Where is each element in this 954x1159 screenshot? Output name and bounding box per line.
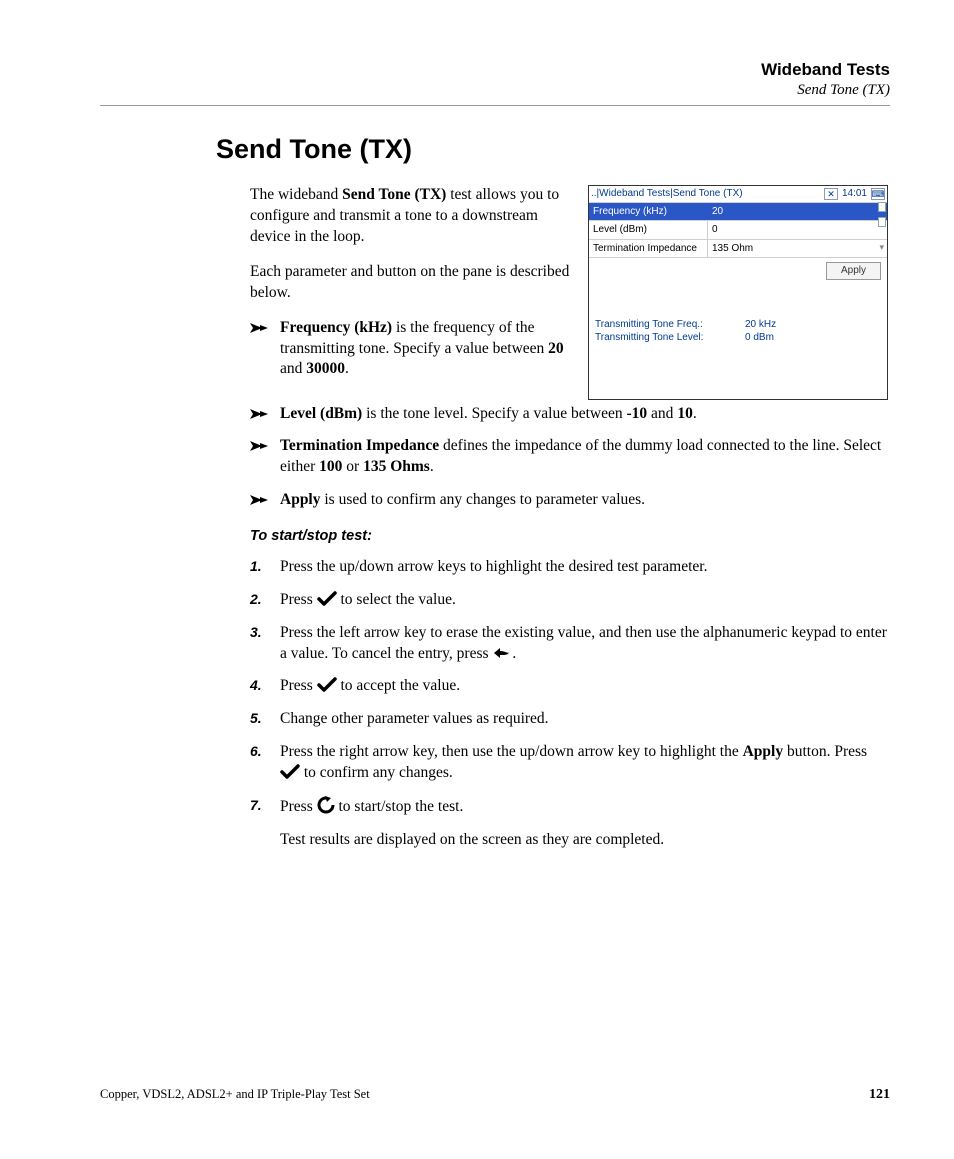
ss-row-level[interactable]: Level (dBm) 0: [589, 220, 887, 239]
header-rule: [100, 105, 890, 106]
tools-icon[interactable]: ✕: [824, 188, 838, 200]
footer-product: Copper, VDSL2, ADSL2+ and IP Triple-Play…: [100, 1087, 370, 1103]
step6-mid: button. Press: [783, 743, 867, 760]
bullet2-v2: 10: [677, 405, 693, 422]
bullet3-v1: 100: [319, 458, 342, 475]
step-4: Press to accept the value.: [280, 676, 888, 697]
scroll-indicator-icon: [878, 217, 886, 227]
ss-result-freq: Transmitting Tone Freq.: 20 kHz: [595, 318, 881, 332]
checkmark-icon: [317, 591, 337, 607]
bullet2-and: and: [647, 405, 677, 422]
ss-result-freq-v: 20 kHz: [745, 318, 776, 332]
step-number: 7.: [250, 796, 280, 815]
step-number: 5.: [250, 709, 280, 728]
step7-pre: Press: [280, 798, 317, 815]
ss-imp-value[interactable]: 135 Ohm: [707, 240, 887, 258]
ss-freq-label: Frequency (kHz): [589, 203, 707, 221]
bullet3-term: Termination Impedance: [280, 437, 439, 454]
ss-level-value[interactable]: 0: [707, 221, 887, 239]
bullet2-term: Level (dBm): [280, 405, 362, 422]
step4-pre: Press: [280, 677, 317, 694]
intro-p1-bold: Send Tone (TX): [342, 186, 446, 203]
ss-time: 14:01: [842, 187, 867, 201]
step3-post: .: [512, 645, 516, 662]
intro-p1-pre: The wideband: [250, 186, 342, 203]
arrow-bullet-icon: [250, 404, 280, 420]
step-1: Press the up/down arrow keys to highligh…: [280, 557, 888, 578]
bullet1-v1: 20: [548, 340, 564, 357]
ss-result-freq-k: Transmitting Tone Freq.:: [595, 318, 745, 332]
ss-breadcrumb: ..|Wideband Tests|Send Tone (TX): [591, 187, 820, 201]
bullet1-v2: 30000: [306, 360, 345, 377]
step-number: 3.: [250, 623, 280, 642]
ss-level-label: Level (dBm): [589, 221, 707, 239]
step-tail: Test results are displayed on the screen…: [280, 830, 888, 851]
step3-pre: Press the left arrow key to erase the ex…: [280, 624, 887, 662]
step-3: Press the left arrow key to erase the ex…: [280, 623, 888, 665]
step6-bold: Apply: [743, 743, 784, 760]
step6-post: to confirm any changes.: [300, 764, 453, 781]
page-number: 121: [869, 1087, 890, 1103]
device-screenshot: ..|Wideband Tests|Send Tone (TX) ✕ 14:01…: [588, 185, 888, 400]
step4-post: to accept the value.: [337, 677, 461, 694]
section-title: Send Tone (TX): [216, 134, 890, 165]
bullet3-or: or: [342, 458, 363, 475]
back-arrow-icon: [492, 645, 512, 661]
bullet-level: Level (dBm) is the tone level. Specify a…: [280, 404, 888, 425]
step-5: Change other parameter values as require…: [280, 709, 888, 730]
bullet3-v2: 135 Ohms: [363, 458, 430, 475]
bullet2-v1: -10: [627, 405, 648, 422]
bullet4-rest: is used to confirm any changes to parame…: [321, 491, 646, 508]
ss-imp-label: Termination Impedance: [589, 240, 707, 258]
arrow-bullet-icon: [250, 318, 280, 334]
scroll-indicator-icon: [878, 202, 886, 212]
bullet4-term: Apply: [280, 491, 321, 508]
step-2: Press to select the value.: [280, 590, 888, 611]
ss-result-level: Transmitting Tone Level: 0 dBm: [595, 331, 881, 345]
step7-post: to start/stop the test.: [335, 798, 464, 815]
step-number: 6.: [250, 742, 280, 761]
bullet-impedance: Termination Impedance defines the impeda…: [280, 436, 888, 478]
step-number: 2.: [250, 590, 280, 609]
step-7: Press to start/stop the test.: [280, 796, 888, 818]
step2-pre: Press: [280, 591, 317, 608]
intro-p2: Each parameter and button on the pane is…: [250, 262, 574, 304]
header-title: Wideband Tests: [100, 60, 890, 80]
bullet2-mid: is the tone level. Specify a value betwe…: [362, 405, 626, 422]
keyboard-icon[interactable]: ⌨: [871, 188, 885, 200]
intro-p1: The wideband Send Tone (TX) test allows …: [250, 185, 574, 248]
header-subtitle: Send Tone (TX): [100, 82, 890, 99]
step-number: 4.: [250, 676, 280, 695]
procedure-heading: To start/stop test:: [250, 527, 888, 547]
arrow-bullet-icon: [250, 436, 280, 452]
ss-row-frequency[interactable]: Frequency (kHz) 20: [589, 202, 887, 221]
bullet-apply: Apply is used to confirm any changes to …: [280, 490, 888, 511]
ss-result-level-v: 0 dBm: [745, 331, 774, 345]
checkmark-icon: [317, 677, 337, 693]
ss-result-level-k: Transmitting Tone Level:: [595, 331, 745, 345]
step6-pre: Press the right arrow key, then use the …: [280, 743, 743, 760]
step-number: 1.: [250, 557, 280, 576]
step2-post: to select the value.: [337, 591, 456, 608]
ss-freq-value[interactable]: 20: [707, 203, 887, 221]
bullet1-and: and: [280, 360, 306, 377]
arrow-bullet-icon: [250, 490, 280, 506]
ss-row-impedance[interactable]: Termination Impedance 135 Ohm: [589, 239, 887, 258]
refresh-icon: [317, 796, 335, 814]
step-6: Press the right arrow key, then use the …: [280, 742, 888, 784]
bullet-frequency: Frequency (kHz) is the frequency of the …: [280, 318, 574, 381]
apply-button[interactable]: Apply: [826, 262, 881, 280]
bullet1-term: Frequency (kHz): [280, 319, 392, 336]
checkmark-icon: [280, 764, 300, 780]
